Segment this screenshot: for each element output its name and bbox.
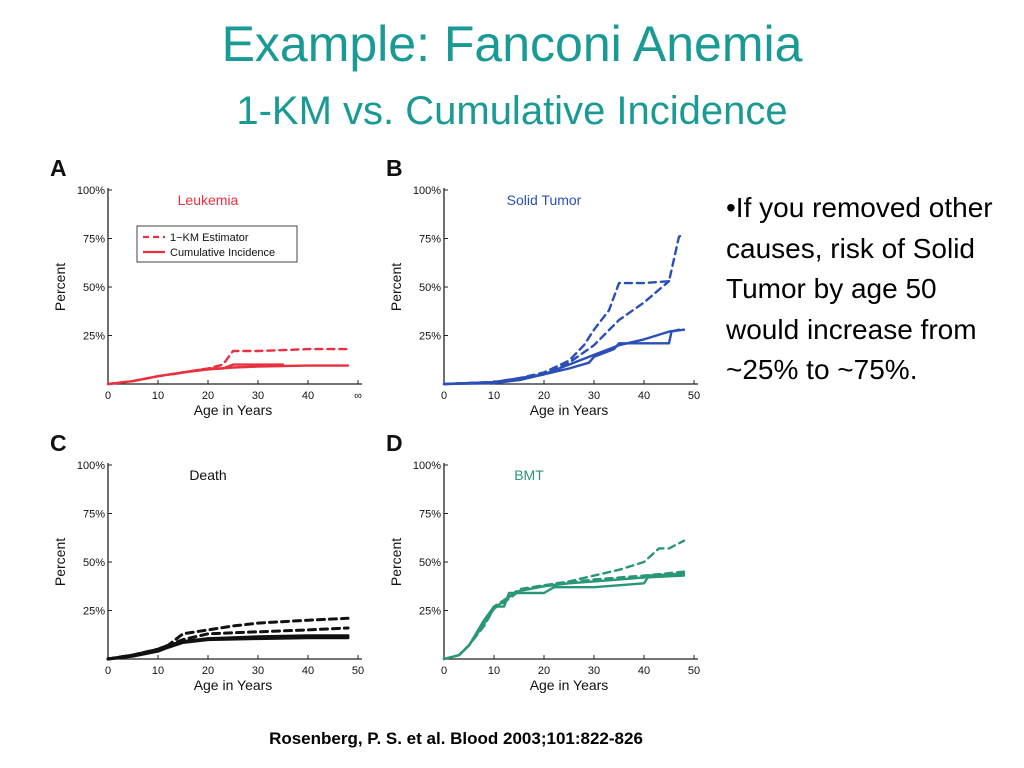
x-tick-label: 40 <box>638 390 650 402</box>
panel-letter: D <box>386 430 403 456</box>
series-line-1 <box>442 233 686 386</box>
x-tick-label: ∞ <box>354 390 362 402</box>
y-tick-label: 50% <box>419 557 441 569</box>
panel-letter: C <box>50 430 67 456</box>
x-tick-label: 10 <box>152 390 164 402</box>
y-tick-label: 25% <box>419 606 441 618</box>
y-tick-label: 100% <box>413 460 441 472</box>
y-tick-label: 75% <box>83 234 105 246</box>
x-tick-label: 50 <box>352 665 364 677</box>
y-tick-label: 100% <box>77 460 105 472</box>
y-tick-label: 50% <box>83 557 105 569</box>
x-tick-label: 50 <box>688 390 700 402</box>
x-tick-label: 20 <box>538 665 550 677</box>
chart-title: Solid Tumor <box>507 192 582 208</box>
x-tick-label: 0 <box>105 390 111 402</box>
chart-title: BMT <box>514 467 544 483</box>
y-axis-label: Percent <box>388 263 404 311</box>
series-line-4 <box>442 572 686 661</box>
x-tick-label: 20 <box>202 390 214 402</box>
y-tick-label: 50% <box>83 282 105 294</box>
x-tick-label: 10 <box>488 390 500 402</box>
x-axis-label: Age in Years <box>530 402 609 418</box>
chart-panel-a: A 25% 50% 75% 100% 0 10 20 30 40 ∞ Age in Years Perc… <box>50 155 362 418</box>
x-axis-label: Age in Years <box>194 677 273 693</box>
x-axis-label: Age in Years <box>530 677 609 693</box>
series-line-4 <box>442 328 681 386</box>
x-tick-label: 40 <box>638 665 650 677</box>
y-axis-label: Percent <box>388 538 404 586</box>
legend-label: 1−KM Estimator <box>170 232 249 244</box>
y-tick-label: 75% <box>419 509 441 521</box>
x-tick-label: 30 <box>252 665 264 677</box>
y-tick-label: 25% <box>419 331 441 343</box>
x-tick-label: 20 <box>202 665 214 677</box>
x-tick-label: 0 <box>441 665 447 677</box>
y-axis-label: Percent <box>52 263 68 311</box>
x-tick-label: 40 <box>302 665 314 677</box>
series-line-3 <box>442 328 686 386</box>
y-tick-label: 25% <box>83 331 105 343</box>
chart-title: Death <box>189 467 226 483</box>
y-tick-label: 25% <box>83 606 105 618</box>
slide-subtitle: 1-KM vs. Cumulative Incidence <box>236 89 788 133</box>
y-tick-label: 100% <box>77 185 105 197</box>
x-tick-label: 0 <box>105 665 111 677</box>
legend-label: Cumulative Incidence <box>170 247 275 259</box>
chart-panel-d: D 25% 50% 75% 100% 0 10 20 30 40 50 Age in Years Per… <box>386 430 700 693</box>
series-line-1 <box>442 539 686 661</box>
x-tick-label: 30 <box>588 390 600 402</box>
y-tick-label: 50% <box>419 282 441 294</box>
chart-panel-b: B 25% 50% 75% 100% 0 10 20 30 40 50 Age in Years Per… <box>386 155 700 418</box>
x-tick-label: 30 <box>252 390 264 402</box>
x-tick-label: 40 <box>302 390 314 402</box>
x-axis-label: Age in Years <box>194 402 273 418</box>
panel-letter: A <box>50 155 67 181</box>
bullet-text: •If you removed other causes, risk of So… <box>726 192 993 385</box>
x-tick-label: 30 <box>588 665 600 677</box>
chart-title: Leukemia <box>178 192 239 208</box>
x-tick-label: 20 <box>538 390 550 402</box>
x-tick-label: 10 <box>488 665 500 677</box>
legend-box <box>136 225 298 263</box>
series-line-4 <box>106 636 350 661</box>
x-tick-label: 0 <box>441 390 447 402</box>
y-tick-label: 75% <box>419 234 441 246</box>
y-axis-label: Percent <box>52 538 68 586</box>
citation: Rosenberg, P. S. et al. Blood 2003;101:8… <box>269 729 643 748</box>
x-tick-label: 10 <box>152 665 164 677</box>
slide-title: Example: Fanconi Anemia <box>221 16 803 72</box>
y-tick-label: 100% <box>413 185 441 197</box>
chart-panel-c: C 25% 50% 75% 100% 0 10 20 30 40 50 Age in Years Per… <box>50 430 364 693</box>
x-tick-label: 50 <box>688 665 700 677</box>
series-line-cumulative-incidence <box>106 364 350 386</box>
y-tick-label: 75% <box>83 509 105 521</box>
panel-letter: B <box>386 155 403 181</box>
series-line-3 <box>171 363 285 376</box>
